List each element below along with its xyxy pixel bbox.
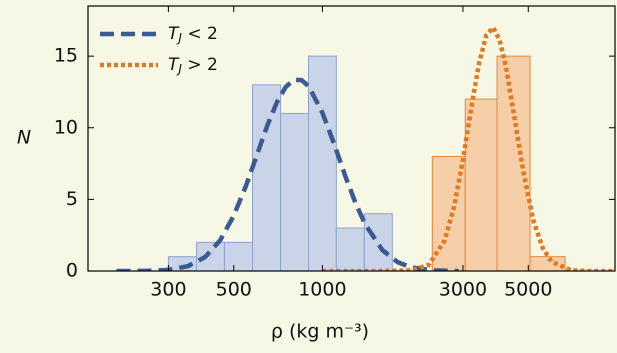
- legend-label-part: > 2: [182, 55, 218, 75]
- histogram-bar: [496, 55, 531, 271]
- y-axis-label: N: [17, 127, 31, 149]
- x-tick-label: 3000: [439, 279, 487, 301]
- x-tick-label: 500: [216, 279, 252, 301]
- legend-label-part: T: [168, 55, 180, 75]
- legend: TJ < 2TJ > 2: [100, 24, 218, 76]
- histogram-bar: [196, 241, 225, 271]
- legend-label-part: J: [176, 62, 182, 76]
- legend-label: TJ < 2: [168, 24, 218, 45]
- legend-label: TJ > 2: [168, 55, 218, 76]
- y-tick-label: 15: [54, 45, 78, 67]
- histogram-bar: [529, 256, 566, 271]
- histogram-bar: [308, 55, 337, 271]
- fit-curve: [116, 77, 459, 271]
- histogram-bar: [335, 227, 365, 271]
- legend-label-part: T: [168, 24, 180, 44]
- x-tick-label: 1000: [298, 279, 346, 301]
- histogram-bar: [464, 98, 498, 271]
- plot: [116, 23, 615, 271]
- y-tick-label: 5: [66, 188, 78, 210]
- histogram-bar: [252, 84, 282, 271]
- x-axis-label: ρ (kg m⁻³): [271, 321, 369, 343]
- histogram-bar: [363, 213, 393, 271]
- histogram-bar: [223, 241, 254, 271]
- legend-label-part: < 2: [182, 24, 218, 44]
- histogram-bar: [280, 112, 310, 271]
- x-tick-label: 5000: [504, 279, 552, 301]
- plot-frame: [87, 5, 616, 272]
- y-tick-label: 10: [54, 116, 78, 138]
- legend-label-part: J: [176, 31, 182, 45]
- x-tick-label: 300: [150, 279, 186, 301]
- y-tick-label: 0: [66, 260, 78, 282]
